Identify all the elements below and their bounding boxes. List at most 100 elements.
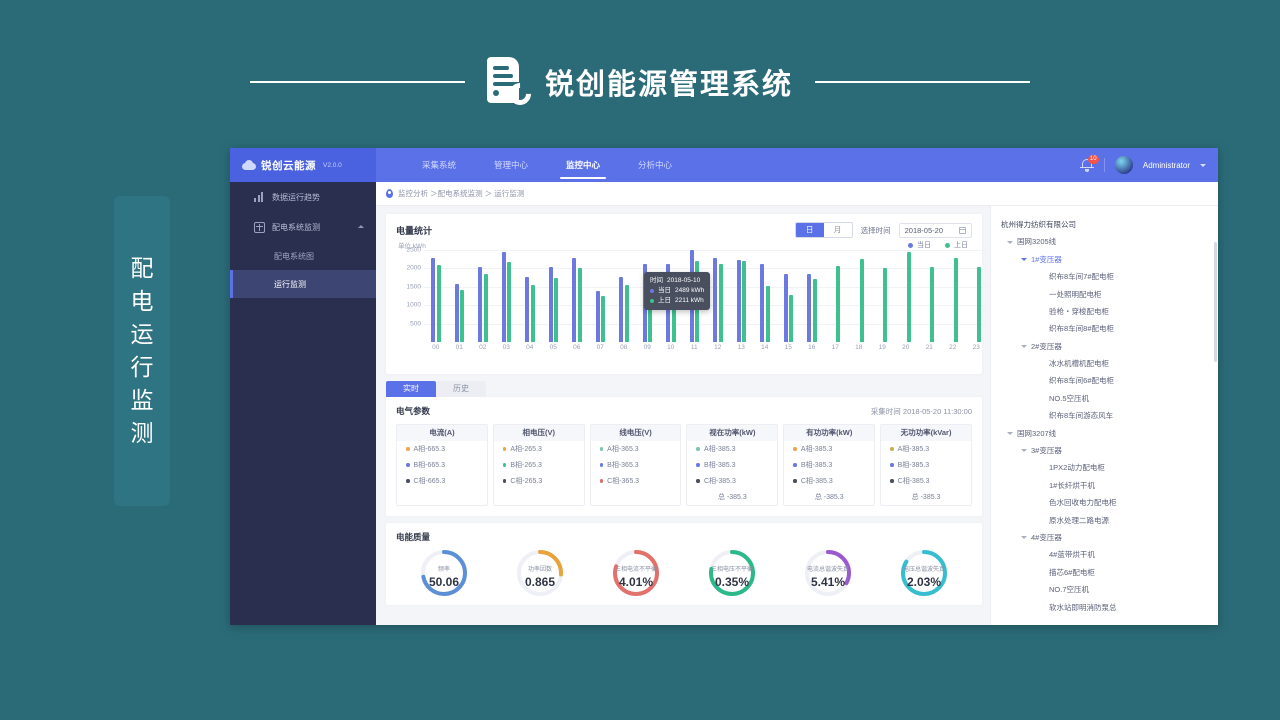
tree-node-label: 1#变压器 <box>1031 254 1062 264</box>
tree-node[interactable]: 织布8车间8#配电柜 <box>1001 320 1218 337</box>
avatar[interactable] <box>1114 156 1133 174</box>
collect-time-value: 2018-05-20 11:30:00 <box>902 406 972 416</box>
bar-group[interactable] <box>871 250 895 342</box>
bar-group[interactable] <box>612 250 636 342</box>
tab-history[interactable]: 历史 <box>436 381 486 397</box>
bar-group[interactable] <box>824 250 848 342</box>
sidebar-item-system-diagram[interactable]: 配电系统图 <box>274 251 314 261</box>
tree-node[interactable]: 1#长纤烘干机 <box>1001 477 1218 494</box>
notification-bell-icon[interactable]: 10 <box>1079 155 1099 173</box>
quality-title: 电能质量 <box>396 532 431 542</box>
bar-group[interactable] <box>448 250 472 342</box>
bar-group[interactable] <box>424 250 448 342</box>
tree-node-label: 4#变压器 <box>1031 532 1062 542</box>
tree-node-label: NO.5空压机 <box>1049 393 1090 403</box>
tree-node[interactable]: 2#变压器 <box>1001 338 1218 355</box>
chevron-down-icon[interactable] <box>1021 257 1027 261</box>
tab-monitoring-center[interactable]: 监控中心 <box>560 148 607 182</box>
tree-node[interactable]: 国网3207线 <box>1001 425 1218 442</box>
tree-node[interactable]: 国网3205线 <box>1001 233 1218 250</box>
phase-dot <box>890 479 894 483</box>
x-tick: 22 <box>949 344 957 351</box>
bar <box>624 284 629 342</box>
bar-group[interactable] <box>941 250 965 342</box>
sidebar-item-runtime-monitoring[interactable]: 运行监测 <box>230 270 376 298</box>
tree-node[interactable]: 织布8车间7#配电柜 <box>1001 268 1218 285</box>
bar-group[interactable] <box>565 250 589 342</box>
bar-group[interactable] <box>847 250 871 342</box>
tree-node[interactable]: 织布8车间游态风车 <box>1001 407 1218 424</box>
x-tick: 23 <box>972 344 980 351</box>
range-toggle: 日 月 <box>794 222 853 238</box>
tree-node[interactable]: 4#变压器 <box>1001 529 1218 546</box>
tree-node[interactable]: 原水处理二路电源 <box>1001 512 1218 529</box>
tree-node[interactable]: 冰水机槽机配电柜 <box>1001 355 1218 372</box>
bar-group[interactable] <box>894 250 918 342</box>
bar-group[interactable] <box>800 250 824 342</box>
tree-node[interactable]: 色水回收电力配电柜 <box>1001 494 1218 511</box>
tab-analysis-center[interactable]: 分析中心 <box>638 160 673 170</box>
tab-realtime[interactable]: 实时 <box>386 381 436 397</box>
chevron-down-icon[interactable] <box>1021 536 1027 540</box>
chevron-down-icon[interactable] <box>1007 431 1013 435</box>
legend-swatch <box>908 242 913 248</box>
date-picker[interactable]: 2018-05-20 <box>898 222 972 238</box>
parameter-value: C相-385.3 <box>897 478 930 485</box>
gauge-value: 0.865 <box>524 575 556 589</box>
tree-node[interactable]: 一处照明配电柜 <box>1001 286 1218 303</box>
bar-group[interactable] <box>965 250 989 342</box>
tree-scrollbar[interactable] <box>1214 242 1217 362</box>
gauge-label: 电压总谐波失真 <box>902 567 945 573</box>
chevron-down-icon[interactable] <box>1007 240 1013 244</box>
location-pin-icon <box>386 189 393 198</box>
tree-node-label: 冰水机槽机配电柜 <box>1049 359 1109 369</box>
bar-group[interactable] <box>730 250 754 342</box>
bar-group[interactable] <box>918 250 942 342</box>
bar-group[interactable] <box>777 250 801 342</box>
chevron-down-icon[interactable] <box>1021 449 1027 453</box>
tab-management-center[interactable]: 管理中心 <box>494 160 529 170</box>
tab-collection-system[interactable]: 采集系统 <box>422 160 457 170</box>
bar-group[interactable] <box>753 250 777 342</box>
bar-group[interactable] <box>589 250 613 342</box>
tree-node[interactable]: 4#蓝带烘干机 <box>1001 546 1218 563</box>
energy-chart-card: 电量统计 日 月 选择时间 2018-05-20 <box>386 214 988 374</box>
y-tick: 2000 <box>406 264 421 272</box>
parameter-row: C相-385.3 <box>687 473 777 489</box>
range-month-button[interactable]: 月 <box>823 223 852 237</box>
tree-node[interactable]: 1#变压器 <box>1001 251 1218 268</box>
sidebar-item-distribution-monitoring[interactable]: 配电系统监测 <box>230 212 376 242</box>
chevron-down-icon[interactable] <box>1200 163 1206 167</box>
bar-group[interactable] <box>706 250 730 342</box>
sidebar-item-data-trend[interactable]: 数据运行趋势 <box>230 182 376 212</box>
bar-group[interactable] <box>542 250 566 342</box>
bar <box>736 259 741 342</box>
tree-node-label: 3#变压器 <box>1031 446 1062 456</box>
tree-node[interactable]: 织布8车间6#配电柜 <box>1001 373 1218 390</box>
bar-group[interactable] <box>471 250 495 342</box>
tree-node[interactable]: 验枪・穿梭配电柜 <box>1001 303 1218 320</box>
tree-node[interactable]: 3#变压器 <box>1001 442 1218 459</box>
tree-node[interactable]: NO.7空压机 <box>1001 581 1218 598</box>
range-day-button[interactable]: 日 <box>795 223 824 237</box>
tree-node-label: 2#变压器 <box>1031 341 1062 351</box>
tree-node[interactable]: 1PX2动力配电柜 <box>1001 459 1218 476</box>
slide-title-row: 锐创能源管理系统 <box>0 52 1280 112</box>
tree-node[interactable]: 软水站即明消防泵总 <box>1001 599 1218 616</box>
tree-node[interactable]: 描芯6#配电柜 <box>1001 564 1218 581</box>
gauge-row: 频率 50.06 功率因数 0.865 三相电流不平衡 4.01% 三相电压不平衡 0.35%… <box>396 547 972 599</box>
tree-node[interactable]: 杭州得力纺织有限公司 <box>1001 216 1218 233</box>
grid-line <box>424 323 988 325</box>
gauge-value: 0.35% <box>714 575 750 589</box>
app-topbar: 锐创云能源 V2.0.0 采集系统 管理中心 监控中心 分析中心 10 Admi… <box>230 148 1218 182</box>
app-logo[interactable]: 锐创云能源 V2.0.0 <box>230 148 376 182</box>
tree-node-label: 织布8车间8#配电柜 <box>1049 324 1115 334</box>
bar-group[interactable] <box>495 250 519 342</box>
gauge-ring <box>805 550 851 596</box>
chevron-down-icon[interactable] <box>1021 344 1027 348</box>
vertical-section-label: 配 电 运 行 监 测 <box>114 196 170 506</box>
tree-node[interactable]: NO.5空压机 <box>1001 390 1218 407</box>
parameter-row: C相-365.3 <box>591 473 681 489</box>
bar-group[interactable] <box>518 250 542 342</box>
bar <box>483 273 488 342</box>
